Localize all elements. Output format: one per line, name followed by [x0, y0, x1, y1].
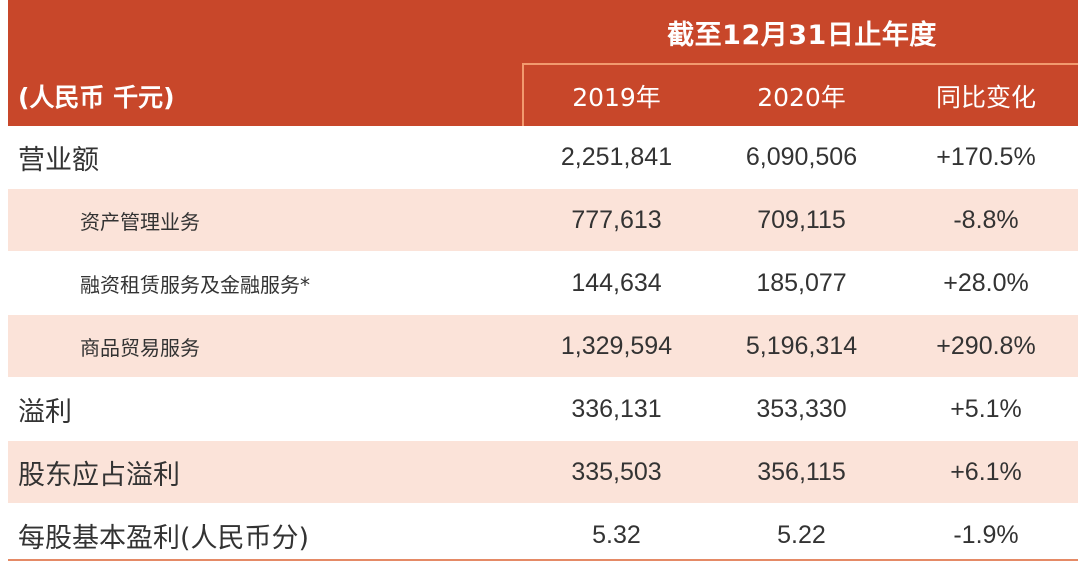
- value-2019: 335,503: [571, 457, 662, 486]
- value-2019: 336,131: [571, 394, 662, 423]
- value-change: -8.8%: [953, 205, 1019, 234]
- value-change: +6.1%: [950, 457, 1022, 486]
- row-label: 股东应占溢利: [18, 459, 180, 491]
- value-change: +28.0%: [943, 268, 1029, 297]
- value-2020: 185,077: [756, 268, 847, 297]
- value-2019: 2,251,841: [560, 142, 673, 171]
- row-label: 每股基本盈利(人民币分): [18, 522, 310, 554]
- row-label: 融资租赁服务及金融服务*: [80, 272, 310, 297]
- value-2019: 144,634: [571, 268, 662, 297]
- value-change: +290.8%: [936, 331, 1036, 360]
- column-header-2019: 2019年: [572, 83, 661, 112]
- financial-table: 截至12月31日止年度 (人民币 千元) 2019年 2020年 同比变化 营业…: [8, 0, 1078, 567]
- value-2020: 5,196,314: [745, 331, 858, 360]
- table-header: 截至12月31日止年度 (人民币 千元) 2019年 2020年 同比变化: [8, 0, 1078, 126]
- row-label: 溢利: [18, 396, 72, 428]
- bottom-rule: [8, 559, 1078, 561]
- value-2019: 777,613: [571, 205, 662, 234]
- value-change: -1.9%: [953, 520, 1019, 549]
- header-vertical-divider: [522, 63, 524, 126]
- table-row-asset-management: 资产管理业务 777,613 709,115 -8.8%: [8, 189, 1078, 252]
- table-row-attributable-profit: 股东应占溢利 335,503 356,115 +6.1%: [8, 441, 1078, 504]
- unit-label: (人民币 千元): [18, 83, 175, 112]
- value-2020: 5.22: [777, 520, 826, 549]
- value-change: +5.1%: [950, 394, 1022, 423]
- value-2019: 1,329,594: [560, 331, 673, 360]
- value-2020: 6,090,506: [745, 142, 858, 171]
- table-row-eps: 每股基本盈利(人民币分) 5.32 5.22 -1.9%: [8, 504, 1078, 567]
- value-2019: 5.32: [592, 520, 641, 549]
- table-row-profit: 溢利 336,131 353,330 +5.1%: [8, 378, 1078, 441]
- row-label: 营业额: [18, 144, 99, 176]
- column-header-change: 同比变化: [935, 83, 1036, 112]
- row-label: 商品贸易服务: [80, 335, 200, 360]
- header-divider: [522, 63, 1078, 65]
- value-change: +170.5%: [936, 142, 1036, 171]
- row-label: 资产管理业务: [80, 209, 200, 234]
- table-row-leasing-financial: 融资租赁服务及金融服务* 144,634 185,077 +28.0%: [8, 252, 1078, 315]
- value-2020: 356,115: [757, 457, 846, 486]
- value-2020: 353,330: [756, 394, 847, 423]
- column-header-2020: 2020年: [757, 83, 846, 112]
- table-row-revenue: 营业额 2,251,841 6,090,506 +170.5%: [8, 126, 1078, 189]
- table-row-commodity-trading: 商品贸易服务 1,329,594 5,196,314 +290.8%: [8, 315, 1078, 378]
- period-group-title: 截至12月31日止年度: [667, 19, 937, 51]
- value-2020: 709,115: [757, 205, 846, 234]
